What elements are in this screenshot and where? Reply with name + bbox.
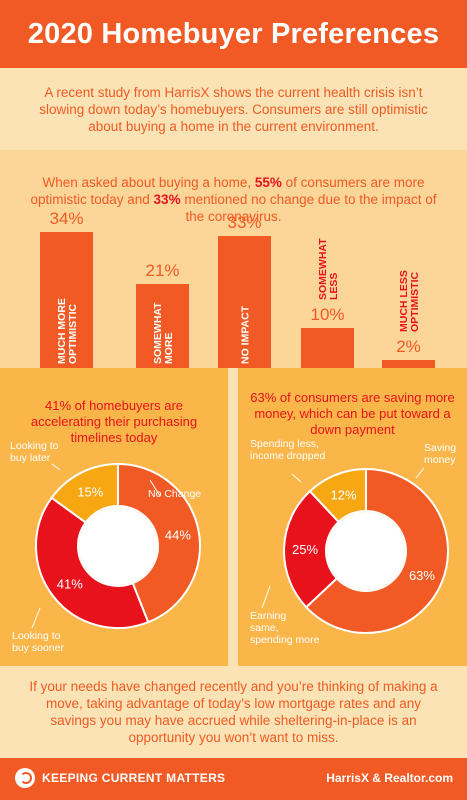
label-no-change: No Change [148,488,202,500]
footer: KEEPING CURRENT MATTERS HarrisX & Realto… [0,758,467,800]
label-saving-line1: Saving [424,442,457,454]
donut-hole [79,507,157,585]
bar-3 [218,236,271,368]
bar-2 [136,284,189,368]
bar-value-label-4: 10% [310,305,344,324]
bar-value-label-2: 21% [145,261,179,280]
label-spending-line1: Spending less, [250,438,319,450]
bar-4 [301,328,354,368]
bar-category-line-4-1: SOMEWHAT [317,238,329,300]
leader-line-3 [261,585,271,609]
lead-part-1: When asked about buying a home, [42,175,255,190]
label-earning-line1: Earning [250,610,287,622]
bar-5 [382,360,435,368]
bar-1 [40,232,93,368]
label-spending-less: Spending less, income dropped [250,438,325,462]
slice-value-label-2: 25% [292,542,318,557]
bar-category-label-3: NO IMPACT [240,305,252,364]
label-buy-sooner-line1: Looking to [12,630,61,642]
donut-panel-timeline: 41% of homebuyers are accelerating their… [0,368,228,666]
bar-category-line-2-1: SOMEWHAT [152,302,164,364]
lead-part-3: mentioned no change due to the impact of… [180,192,437,224]
donut-title-savings: 63% of consumers are saving more money, … [250,390,455,437]
brand-logo-icon [15,768,35,788]
donut-hole [327,512,405,590]
page-title: 2020 Homebuyer Preferences [27,17,440,50]
leader-line-3 [149,479,161,497]
bar-category-label-5: MUCH LESS OPTIMISTIC [398,270,421,332]
leader-line-2 [291,473,302,483]
leader-line-2 [31,607,41,629]
bar-category-line-5-1: MUCH LESS [398,270,410,332]
slice-value-label-1: 63% [409,568,435,583]
lead-pct-1: 55% [254,175,282,190]
bar-category-line-5-2: OPTIMISTIC [409,272,421,333]
bar-category-label-2: SOMEWHAT MORE [152,302,175,364]
label-spending-line2: income dropped [250,450,326,462]
bar-category-line-2-2: MORE [163,333,175,365]
lead-pct-2: 33% [153,192,181,207]
leader-line-1 [51,463,61,471]
label-earning-line3: spending more [250,634,320,646]
bar-category-line-4-2: LESS [328,273,340,300]
bar-category-label-1: MUCH MORE OPTIMISTIC [56,298,79,364]
label-buy-sooner: Looking to buy sooner [12,630,64,654]
label-buy-later-line1: Looking to [10,440,59,452]
slice-1 [117,462,201,624]
slice-value-label-1: 44% [165,528,191,543]
slice-3 [308,467,367,524]
label-saving-money: Saving money [424,442,456,466]
bar-value-label-1: 34% [49,209,83,228]
bar-chart-section: When asked about buying a home, 55% of c… [0,150,467,368]
intro-text: A recent study from HarrisX shows the cu… [39,84,428,134]
outro-text: If your needs have changed recently and … [29,679,438,745]
bar-value-label-5: 2% [396,337,421,356]
label-buy-later-line2: buy later [10,452,51,464]
bar-chart-lead: When asked about buying a home, 55% of c… [20,174,447,225]
bar-category-line-3-1: NO IMPACT [240,305,252,364]
slice-3 [50,462,119,524]
slice-1 [304,467,449,634]
donut-title-timeline: 41% of homebuyers are accelerating their… [30,398,198,445]
slice-value-label-3: 15% [77,485,103,500]
donut-chart-timeline: 44% 41% 15% [31,462,201,629]
label-saving-line2: money [424,454,456,466]
slice-2 [283,489,341,609]
bar-category-line-1-2: OPTIMISTIC [67,304,79,365]
brand-name[interactable]: KEEPING CURRENT MATTERS [42,771,226,785]
label-earning-same: Earning same, spending more [250,610,319,646]
bar-category-line-1-1: MUCH MORE [56,298,68,364]
donut-panel-savings: 63% of consumers are saving more money, … [238,368,467,666]
label-buy-later: Looking to buy later [10,440,58,464]
lead-part-2: of consumers are more optimistic today a… [30,175,425,207]
donut-chart-savings: 63% 25% 12% [261,467,449,634]
source-credit: HarrisX & Realtor.com [326,771,453,785]
slice-value-label-2: 41% [57,576,83,591]
slice-value-label-3: 12% [331,487,357,502]
bar-category-label-4: SOMEWHAT LESS [317,238,340,300]
outro-section: If your needs have changed recently and … [0,666,467,758]
slice-2 [35,496,150,629]
leader-line-1 [415,467,425,479]
header: 2020 Homebuyer Preferences [0,0,467,68]
intro-section: A recent study from HarrisX shows the cu… [0,68,467,150]
label-buy-sooner-line2: buy sooner [12,642,64,654]
bar-value-label-3: 33% [227,213,261,232]
label-earning-line2: same, [250,622,279,634]
